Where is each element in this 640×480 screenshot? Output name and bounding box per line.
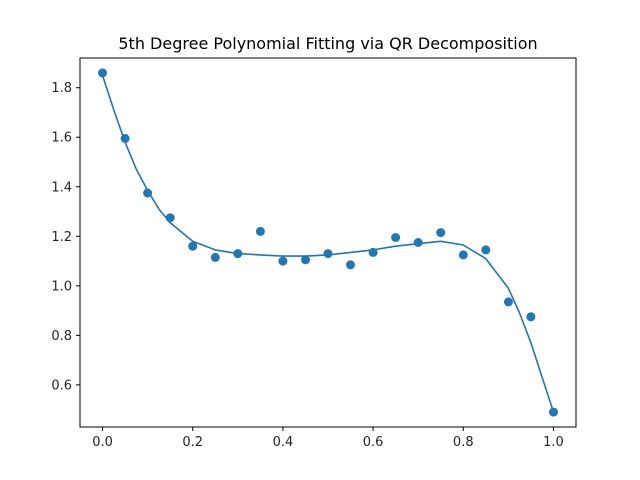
data-point <box>346 260 355 270</box>
data-point <box>481 245 491 255</box>
data-point <box>436 228 446 238</box>
x-tick-label: 0.6 <box>363 435 384 450</box>
y-tick-label: 1.0 <box>51 279 72 294</box>
data-point <box>503 297 513 307</box>
data-point <box>143 188 153 198</box>
data-point <box>323 249 333 259</box>
x-tick-label: 1.0 <box>543 435 564 450</box>
data-point <box>301 255 310 265</box>
data-point <box>458 250 468 260</box>
y-tick-label: 1.6 <box>51 131 72 146</box>
data-point <box>188 241 198 251</box>
data-point <box>210 252 220 262</box>
data-point <box>120 134 130 143</box>
y-axis: 0.6 0.8 1.0 1.2 1.4 1.6 1.8 <box>51 81 80 393</box>
data-point <box>549 407 558 417</box>
data-point <box>413 238 423 247</box>
y-tick-label: 1.4 <box>51 180 72 195</box>
y-tick-label: 0.6 <box>51 378 72 393</box>
x-tick-label: 0.4 <box>273 435 294 450</box>
data-point <box>98 68 107 78</box>
data-point <box>278 256 288 266</box>
data-point <box>233 249 243 259</box>
fit-curve <box>101 75 555 413</box>
data-point <box>255 226 265 236</box>
y-tick-label: 1.2 <box>51 230 72 245</box>
x-tick-label: 0.2 <box>182 435 203 450</box>
chart-title: 5th Degree Polynomial Fitting via QR Dec… <box>118 34 537 53</box>
data-point <box>368 247 378 257</box>
plot-area <box>98 68 558 417</box>
y-tick-label: 0.8 <box>51 329 72 344</box>
x-tick-label: 0.8 <box>453 435 474 450</box>
data-point <box>526 312 536 322</box>
axes-frame <box>79 57 577 428</box>
data-point <box>165 213 175 223</box>
data-point <box>391 233 401 242</box>
x-axis: 0.0 0.2 0.4 0.6 0.8 1.0 <box>92 427 564 450</box>
x-tick-label: 0.0 <box>92 435 113 450</box>
y-tick-label: 1.8 <box>51 81 72 96</box>
